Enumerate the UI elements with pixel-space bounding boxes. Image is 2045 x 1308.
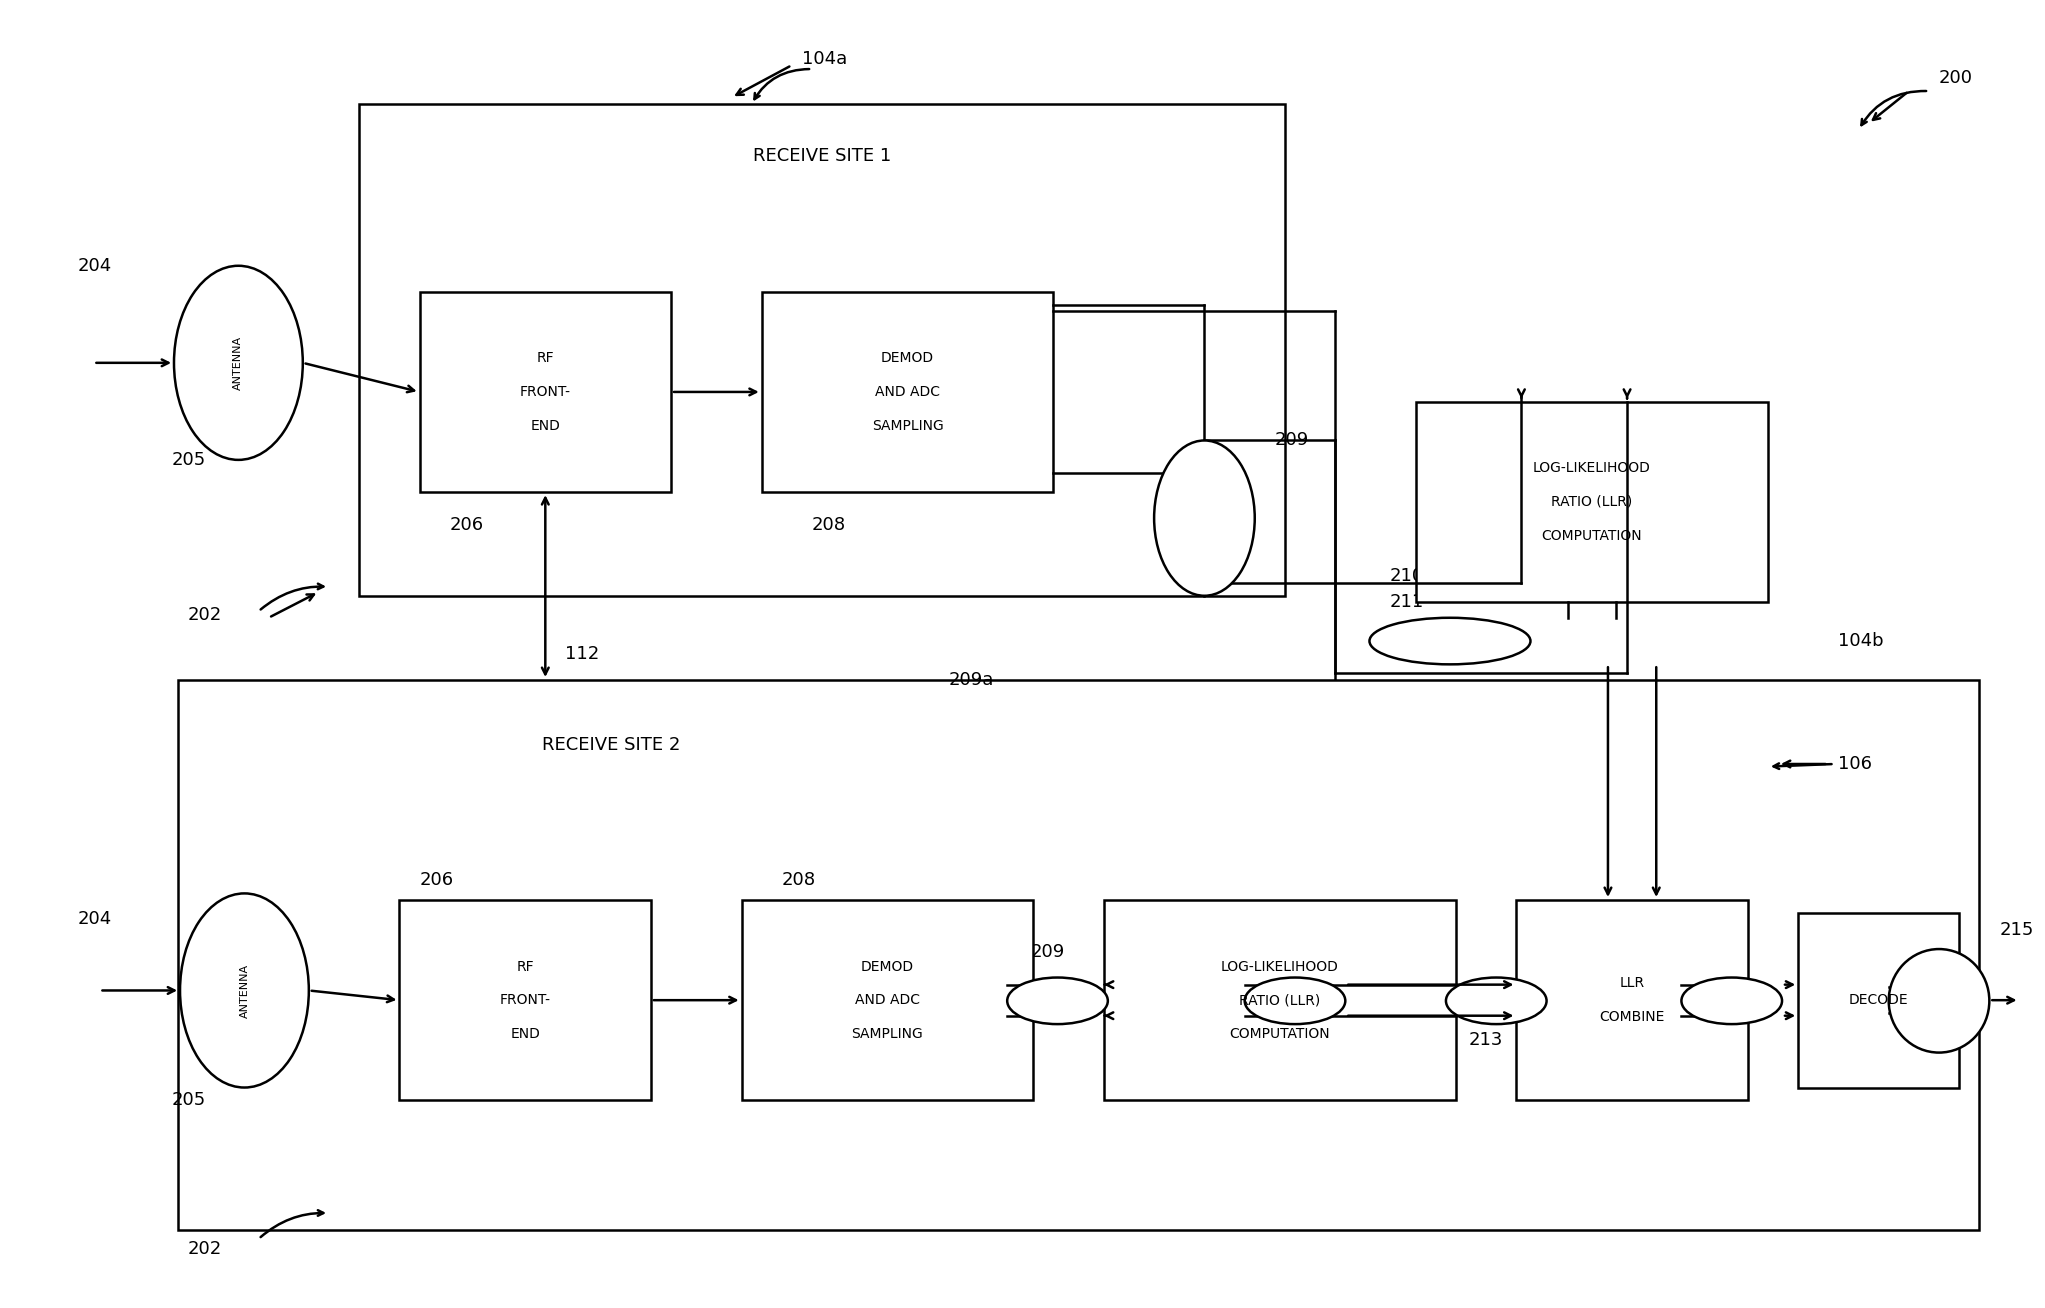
- Text: 112: 112: [564, 645, 599, 663]
- FancyBboxPatch shape: [761, 292, 1053, 492]
- Text: FRONT-: FRONT-: [519, 385, 571, 399]
- Ellipse shape: [174, 266, 303, 460]
- Ellipse shape: [1370, 617, 1530, 664]
- Text: COMPUTATION: COMPUTATION: [1229, 1027, 1329, 1041]
- Text: LOG-LIKELIHOOD: LOG-LIKELIHOOD: [1221, 960, 1339, 973]
- Text: 104b: 104b: [1838, 632, 1883, 650]
- Text: 205: 205: [172, 451, 207, 468]
- FancyBboxPatch shape: [1517, 900, 1748, 1100]
- Text: 202: 202: [188, 606, 223, 624]
- Text: RECEIVE SITE 1: RECEIVE SITE 1: [753, 146, 892, 165]
- Text: RECEIVE SITE 2: RECEIVE SITE 2: [542, 735, 679, 753]
- Text: DEMOD: DEMOD: [861, 960, 914, 973]
- Text: ANTENNA: ANTENNA: [233, 336, 243, 390]
- Text: COMPUTATION: COMPUTATION: [1542, 528, 1642, 543]
- Text: 104a: 104a: [802, 50, 847, 68]
- Text: 205: 205: [172, 1091, 207, 1109]
- Text: 212: 212: [1258, 1031, 1292, 1049]
- Text: RATIO (LLR): RATIO (LLR): [1239, 993, 1321, 1007]
- Ellipse shape: [1681, 977, 1781, 1024]
- Text: RF: RF: [536, 352, 554, 365]
- Text: 209: 209: [1274, 432, 1309, 450]
- Ellipse shape: [180, 893, 309, 1087]
- Text: 210: 210: [1391, 568, 1423, 586]
- FancyBboxPatch shape: [360, 105, 1284, 595]
- FancyBboxPatch shape: [742, 900, 1033, 1100]
- Text: LOG-LIKELIHOOD: LOG-LIKELIHOOD: [1534, 462, 1650, 475]
- Text: 206: 206: [419, 871, 454, 889]
- FancyBboxPatch shape: [1104, 900, 1456, 1100]
- Text: FRONT-: FRONT-: [499, 993, 550, 1007]
- Text: COMBINE: COMBINE: [1599, 1010, 1665, 1024]
- Text: SAMPLING: SAMPLING: [851, 1027, 924, 1041]
- Text: 208: 208: [781, 871, 816, 889]
- Text: 211: 211: [1391, 594, 1423, 611]
- FancyBboxPatch shape: [1415, 402, 1769, 602]
- Text: SAMPLING: SAMPLING: [871, 419, 943, 433]
- Text: 209a: 209a: [949, 671, 994, 689]
- Ellipse shape: [1245, 977, 1346, 1024]
- Text: 214: 214: [1703, 1031, 1738, 1049]
- FancyBboxPatch shape: [178, 680, 1980, 1230]
- Ellipse shape: [1890, 950, 1990, 1053]
- Text: 204: 204: [78, 910, 112, 929]
- Text: DECODE: DECODE: [1849, 993, 1908, 1007]
- Text: DEMOD: DEMOD: [881, 352, 935, 365]
- Ellipse shape: [1446, 977, 1546, 1024]
- FancyBboxPatch shape: [399, 900, 650, 1100]
- Text: 209: 209: [1031, 943, 1065, 960]
- FancyBboxPatch shape: [419, 292, 671, 492]
- Text: RF: RF: [517, 960, 534, 973]
- Text: END: END: [511, 1027, 540, 1041]
- Text: AND ADC: AND ADC: [875, 385, 941, 399]
- Ellipse shape: [1008, 977, 1108, 1024]
- Text: 204: 204: [78, 256, 112, 275]
- Text: AND ADC: AND ADC: [855, 993, 920, 1007]
- Text: RATIO (LLR): RATIO (LLR): [1552, 494, 1632, 509]
- Ellipse shape: [1153, 441, 1256, 595]
- Text: 213: 213: [1468, 1031, 1503, 1049]
- Text: 106: 106: [1838, 755, 1873, 773]
- Text: 202: 202: [188, 1240, 223, 1258]
- FancyBboxPatch shape: [1798, 913, 1959, 1087]
- Text: 208: 208: [812, 515, 847, 534]
- Text: LLR: LLR: [1620, 976, 1644, 990]
- Text: 200: 200: [1939, 69, 1973, 88]
- Text: END: END: [530, 419, 560, 433]
- Text: 206: 206: [450, 515, 485, 534]
- Text: 215: 215: [2000, 921, 2035, 939]
- Text: ANTENNA: ANTENNA: [239, 964, 249, 1018]
